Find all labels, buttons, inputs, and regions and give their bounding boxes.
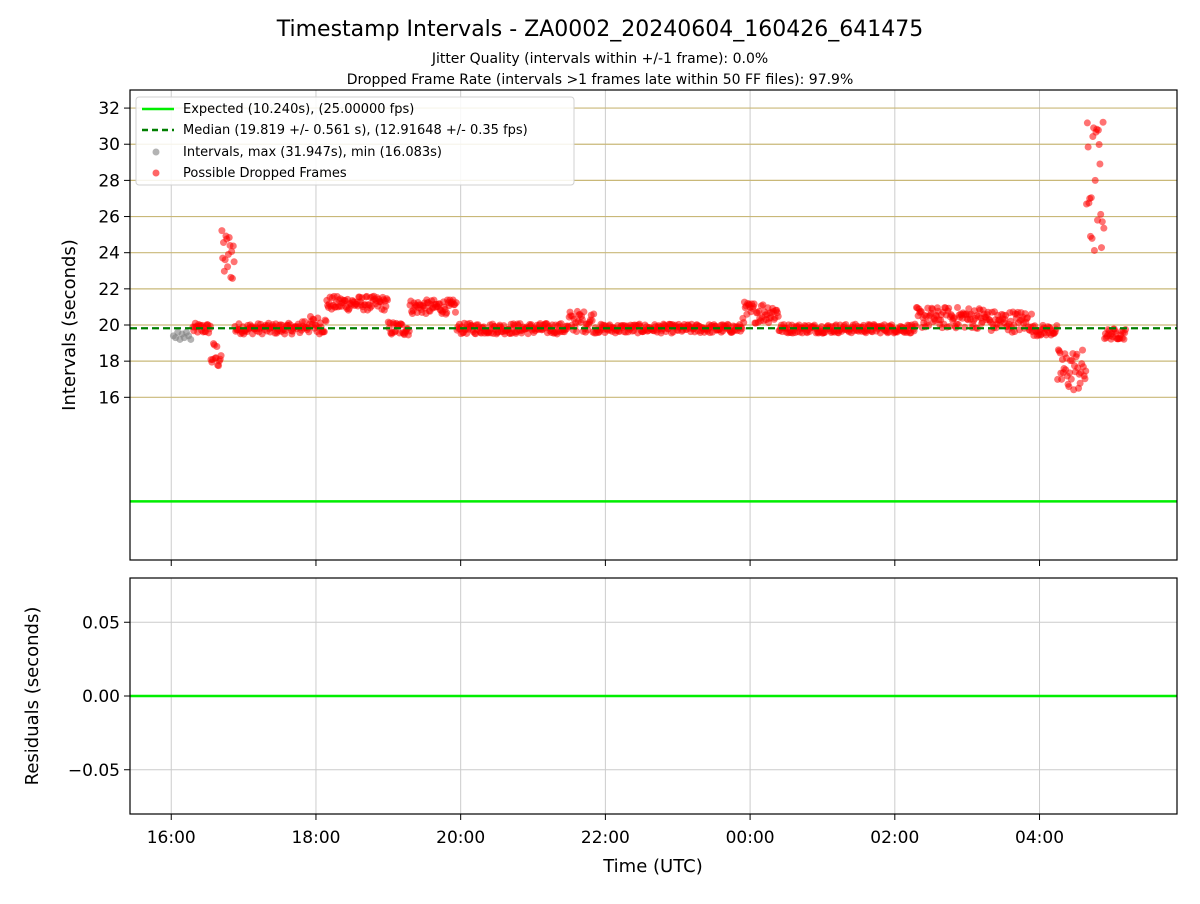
- dropped-frame-point: [1081, 375, 1089, 383]
- dropped-frame-point: [443, 309, 451, 317]
- dropped-frame-point: [451, 308, 459, 316]
- dropped-frame-point: [1066, 369, 1074, 377]
- dropped-frame-point: [1079, 346, 1087, 354]
- dropped-frame-point: [225, 234, 233, 242]
- top-ytick-label: 24: [98, 244, 120, 264]
- bottom-xtick-label: 22:00: [581, 828, 630, 848]
- dropped-frame-point: [1088, 234, 1096, 242]
- dropped-frame-point: [320, 328, 328, 336]
- dropped-frame-point: [945, 304, 953, 312]
- legend-intervals-label: Intervals, max (31.947s), min (16.083s): [183, 145, 442, 160]
- bottom-xtick-label: 04:00: [1015, 828, 1064, 848]
- chart-title: Timestamp Intervals - ZA0002_20240604_16…: [276, 17, 924, 42]
- interval-point: [187, 335, 195, 343]
- dropped-frame-point: [1097, 244, 1105, 252]
- dropped-frame-point: [1099, 118, 1107, 126]
- legend: Expected (10.240s), (25.00000 fps) Media…: [135, 96, 575, 186]
- dropped-frame-point: [221, 256, 229, 264]
- bottom-x-ticks: 16:00 18:00 20:00 22:00 00:00 02:00 04:00: [147, 814, 1064, 848]
- top-ylabel: Intervals (seconds): [59, 239, 80, 411]
- dropped-frame-point: [398, 321, 406, 329]
- dropped-frame-point: [738, 325, 746, 333]
- dropped-frame-point: [1073, 350, 1081, 358]
- bottom-ytick-label: −0.05: [68, 761, 120, 781]
- dropped-frame-point: [1027, 310, 1035, 318]
- top-ytick-label: 20: [98, 316, 120, 336]
- dropped-frame-point: [228, 274, 236, 282]
- legend-box: [135, 96, 575, 186]
- dropped-frame-point: [1091, 176, 1099, 184]
- dropped-frame-point: [218, 227, 226, 235]
- dropped-frame-point: [1094, 126, 1102, 134]
- top-data-layer: [130, 118, 1177, 503]
- top-x-ticks: [170, 560, 1041, 566]
- dropped-frame-point: [452, 299, 460, 307]
- legend-expected-label: Expected (10.240s), (25.00000 fps): [183, 102, 414, 117]
- bottom-xtick-label: 02:00: [870, 828, 919, 848]
- bottom-y-ticks: 0.05 0.00 −0.05: [68, 613, 130, 781]
- bottom-xlabel: Time (UTC): [602, 856, 703, 877]
- dropped-frame-point: [230, 258, 238, 266]
- legend-dropped-swatch: [152, 169, 160, 177]
- dropped-frame-point: [965, 305, 973, 313]
- bottom-xtick-label: 00:00: [726, 828, 775, 848]
- bottom-xtick-label: 16:00: [147, 828, 196, 848]
- dropped-frame-point: [1120, 335, 1128, 343]
- dropped-frame-point: [224, 263, 232, 271]
- dropped-frame-point: [954, 304, 962, 312]
- dropped-frame-point: [740, 319, 748, 327]
- top-ytick-label: 30: [98, 135, 120, 155]
- chart-subtitle-jitter: Jitter Quality (intervals within +/-1 fr…: [431, 51, 768, 67]
- dropped-frame-point: [228, 247, 236, 255]
- dropped-frame-point: [1058, 375, 1066, 383]
- chart-subtitle-dropped: Dropped Frame Rate (intervals >1 frames …: [347, 72, 854, 88]
- top-ytick-label: 16: [98, 388, 120, 408]
- dropped-frame-point: [217, 352, 225, 360]
- dropped-frame-point: [1122, 326, 1130, 334]
- dropped-frame-point: [384, 296, 392, 304]
- top-y-ticks: 16 18 20 22 24 26 28 30 32: [98, 99, 130, 408]
- dropped-frame-point: [1095, 140, 1103, 148]
- top-ytick-label: 32: [98, 99, 120, 119]
- bottom-ytick-label: 0.05: [82, 613, 120, 633]
- dropped-frame-point: [954, 320, 962, 328]
- dropped-frame-point: [1084, 143, 1092, 151]
- dropped-frame-point: [590, 310, 598, 318]
- dropped-frame-point: [578, 316, 586, 324]
- dropped-frame-point: [1096, 160, 1104, 168]
- dropped-frame-point: [305, 328, 313, 336]
- dropped-frame-point: [588, 317, 596, 325]
- top-ytick-label: 28: [98, 171, 120, 191]
- dropped-frame-point: [1082, 367, 1090, 375]
- dropped-frame-point: [229, 242, 237, 250]
- dropped-frame-point: [1098, 218, 1106, 226]
- legend-intervals-swatch: [152, 148, 160, 156]
- dropped-frame-point: [213, 342, 221, 350]
- legend-median-label: Median (19.819 +/- 0.561 s), (12.91648 +…: [183, 123, 528, 138]
- bottom-ytick-label: 0.00: [82, 687, 120, 707]
- dropped-frame-point: [405, 327, 413, 335]
- top-ytick-label: 18: [98, 352, 120, 372]
- top-ytick-label: 26: [98, 208, 120, 228]
- bottom-ylabel: Residuals (seconds): [22, 607, 43, 786]
- bottom-xtick-label: 18:00: [291, 828, 340, 848]
- dropped-frame-point: [755, 307, 763, 315]
- dropped-frame-point: [1083, 119, 1091, 127]
- dropped-frame-point: [1087, 194, 1095, 202]
- bottom-xtick-label: 20:00: [436, 828, 485, 848]
- dropped-frame-point: [774, 312, 782, 320]
- dropped-frame-point: [1097, 210, 1105, 218]
- dropped-frame-point: [1067, 375, 1075, 383]
- legend-dropped-label: Possible Dropped Frames: [183, 166, 347, 181]
- dropped-frame-point: [1090, 246, 1098, 254]
- dropped-frame-point: [1076, 379, 1084, 387]
- dropped-frame-point: [573, 328, 581, 336]
- top-ytick-label: 22: [98, 280, 120, 300]
- dropped-frame-point: [580, 308, 588, 316]
- dropped-frame-point: [382, 302, 390, 310]
- dropped-frame-point: [750, 300, 758, 308]
- dropped-frame-point: [322, 317, 330, 325]
- dropped-frame-point: [1100, 224, 1108, 232]
